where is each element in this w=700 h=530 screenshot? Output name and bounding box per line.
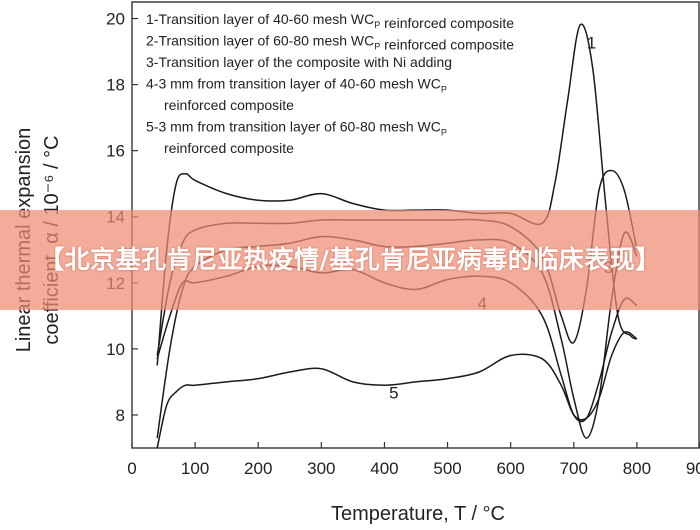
legend-text: 1-Transition layer of 40-60 mesh WCP rei… <box>146 11 514 31</box>
overlay-text: 【北京基孔肯尼亚热疫情/基孔肯尼亚病毒的临床表现】 <box>39 245 661 274</box>
x-tick-label: 500 <box>433 459 461 478</box>
legend-entry-4: 4-3 mm from transition layer of 40-60 me… <box>146 76 447 114</box>
x-tick-label: 400 <box>370 459 398 478</box>
y-tick-label: 20 <box>106 10 125 29</box>
x-tick-label: 0 <box>127 459 136 478</box>
y-tick-label: 18 <box>106 76 125 95</box>
y-tick-label: 10 <box>106 340 125 359</box>
x-tick-label: 900 <box>686 459 700 478</box>
legend-text: 4-3 mm from transition layer of 40-60 me… <box>146 76 447 95</box>
y-tick-label: 16 <box>106 142 125 161</box>
overlay-banner: 【北京基孔肯尼亚热疫情/基孔肯尼亚病毒的临床表现】 <box>0 210 700 310</box>
legend-entry-3: 3-Transition layer of the composite with… <box>146 54 452 70</box>
legend-text: 3-Transition layer of the composite with… <box>146 54 452 70</box>
x-tick-label: 100 <box>181 459 209 478</box>
series-line-1 <box>156 23 638 366</box>
axes: 0100200300400500600700800900810121416182… <box>106 1 700 478</box>
x-axis-label: Temperature, T / °C <box>331 503 505 525</box>
legend-text: reinforced composite <box>164 97 294 113</box>
x-tick-label: 800 <box>623 459 651 478</box>
legend-text: 2-Transition layer of 60-80 mesh WCP rei… <box>146 33 514 53</box>
legend-text: reinforced composite <box>164 140 294 156</box>
legend-entry-1: 1-Transition layer of 40-60 mesh WCP rei… <box>146 11 514 31</box>
curve-label-5: 5 <box>389 383 398 402</box>
y-tick-label: 8 <box>116 406 125 425</box>
curve-label-1: 1 <box>587 33 596 52</box>
legend: 1-Transition layer of 40-60 mesh WCP rei… <box>146 11 514 156</box>
series-line-5 <box>156 331 638 449</box>
x-tick-label: 600 <box>496 459 524 478</box>
legend-text: 5-3 mm from transition layer of 60-80 me… <box>146 119 447 138</box>
x-tick-label: 300 <box>307 459 335 478</box>
legend-entry-5: 5-3 mm from transition layer of 60-80 me… <box>146 119 447 157</box>
x-tick-label: 700 <box>560 459 588 478</box>
legend-entry-2: 2-Transition layer of 60-80 mesh WCP rei… <box>146 33 514 53</box>
x-tick-label: 200 <box>244 459 272 478</box>
